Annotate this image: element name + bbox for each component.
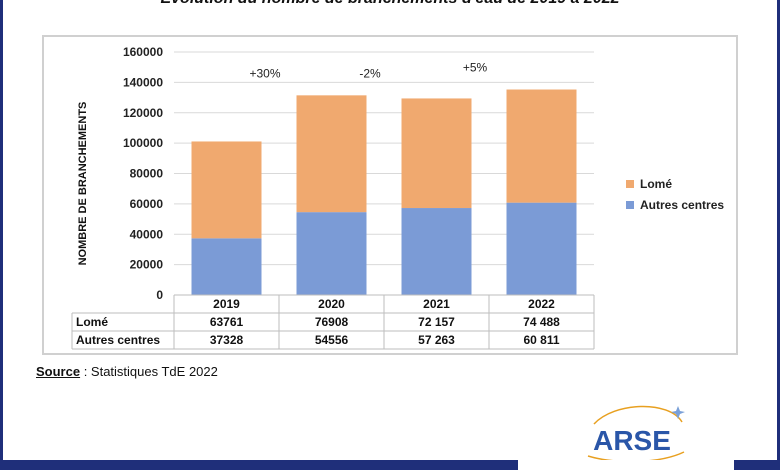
logo-arc bbox=[593, 405, 683, 425]
bar-segment bbox=[506, 202, 577, 295]
bar-segment bbox=[506, 89, 577, 203]
legend-label: Lomé bbox=[640, 177, 672, 191]
change-annotation: -2% bbox=[359, 66, 381, 80]
bar-segment bbox=[191, 141, 262, 239]
data-label: 37328 bbox=[210, 333, 244, 347]
stacked-bar-chart: 0 20000 40000 60000 80000 100000 120000 140000 1… bbox=[71, 45, 724, 350]
legend-swatch bbox=[626, 180, 634, 188]
page-title: Evolution du nombre de branchements d'ea… bbox=[0, 0, 780, 8]
data-label: 60 811 bbox=[523, 333, 559, 347]
table-row-label: Autres centres bbox=[76, 333, 160, 347]
source-note: Source : Statistiques TdE 2022 bbox=[36, 364, 218, 379]
left-frame-border bbox=[0, 0, 3, 470]
arse-logo: ARSE bbox=[587, 405, 685, 462]
bar-segment bbox=[401, 98, 472, 209]
chart-container: 0 20000 40000 60000 80000 100000 120000 140000 1… bbox=[42, 35, 738, 355]
y-tick-label: 60000 bbox=[130, 197, 164, 211]
data-label: 74 488 bbox=[523, 315, 560, 329]
x-tick-label: 2019 bbox=[213, 297, 240, 311]
source-label: Source bbox=[36, 364, 81, 379]
x-tick-label: 2021 bbox=[423, 297, 450, 311]
data-label: 76908 bbox=[315, 315, 349, 329]
bar-segment bbox=[296, 95, 367, 213]
y-tick-label: 120000 bbox=[123, 106, 163, 120]
change-annotation: +30% bbox=[249, 66, 280, 80]
bar-segment bbox=[401, 208, 472, 295]
data-label: 63761 bbox=[210, 315, 244, 329]
table-row-label: Lomé bbox=[76, 315, 108, 329]
data-label: 57 263 bbox=[418, 333, 455, 347]
data-label: 54556 bbox=[315, 333, 349, 347]
data-label: 72 157 bbox=[418, 315, 455, 329]
y-tick-label: 100000 bbox=[123, 136, 163, 150]
y-axis-title: NOMBRE DE BRANCHEMENTS bbox=[77, 102, 89, 266]
x-tick-label: 2022 bbox=[528, 297, 555, 311]
source-text: : Statistiques TdE 2022 bbox=[80, 364, 218, 379]
y-tick-label: 0 bbox=[156, 288, 163, 302]
legend-label: Autres centres bbox=[640, 198, 724, 212]
change-annotation: +5% bbox=[463, 61, 488, 75]
logo-star-icon bbox=[671, 406, 685, 419]
y-tick-label: 80000 bbox=[130, 167, 164, 181]
y-tick-label: 20000 bbox=[130, 258, 164, 272]
bottom-band bbox=[0, 460, 780, 470]
legend-swatch bbox=[626, 201, 634, 209]
x-tick-label: 2020 bbox=[318, 297, 345, 311]
bar-segment bbox=[296, 212, 367, 295]
bottom-band-gap bbox=[518, 460, 734, 470]
y-tick-label: 140000 bbox=[123, 75, 163, 89]
y-tick-label: 40000 bbox=[130, 227, 164, 241]
y-tick-label: 160000 bbox=[123, 45, 163, 59]
logo-text: ARSE bbox=[593, 425, 671, 456]
right-frame-border bbox=[777, 0, 780, 470]
bar-segment bbox=[191, 238, 262, 295]
